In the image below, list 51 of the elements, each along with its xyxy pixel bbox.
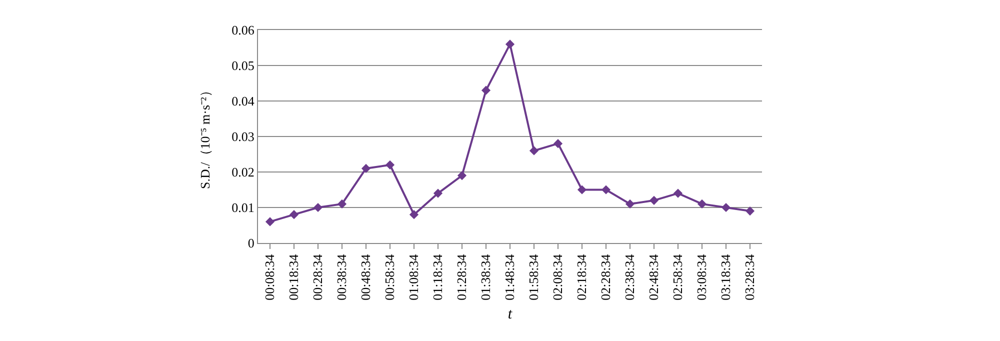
point — [745, 206, 755, 216]
point — [697, 199, 707, 208]
x-tick-label: 02:38:34 — [622, 254, 638, 300]
y-tick-label: 0.05 — [232, 58, 254, 74]
point — [673, 188, 683, 198]
x-tick-label: 01:38:34 — [478, 254, 494, 300]
x-tick-label: 01:28:34 — [454, 254, 470, 300]
x-tick-label: 01:18:34 — [430, 254, 446, 300]
x-tick-label: 02:08:34 — [550, 254, 566, 300]
y-tick-label: 0.03 — [232, 129, 254, 144]
y-tick-label: 0.01 — [232, 200, 254, 216]
point — [433, 188, 443, 198]
y-tick-label: 0.02 — [232, 164, 254, 180]
x-tick-label: 02:58:34 — [670, 254, 686, 300]
point — [625, 199, 635, 208]
point — [361, 164, 371, 173]
x-tick-label: 03:28:34 — [742, 254, 758, 300]
x-axis-title: t — [508, 306, 513, 322]
point — [529, 146, 539, 156]
y-axis-title: S.D./（10⁻⁵ m·s⁻²） — [198, 84, 213, 189]
x-tick-label: 00:48:34 — [358, 254, 374, 300]
y-tick-label: 0.06 — [232, 22, 255, 38]
x-tick-label: 02:48:34 — [646, 254, 662, 300]
point — [337, 199, 347, 208]
x-tick-label: 03:18:34 — [718, 254, 734, 300]
point — [649, 196, 659, 205]
point — [385, 160, 395, 170]
point — [457, 171, 467, 180]
x-tick-label: 01:58:34 — [526, 254, 542, 300]
point — [721, 202, 731, 212]
x-tick-label: 00:28:34 — [310, 254, 326, 300]
point — [601, 185, 611, 194]
x-tick-label: 02:18:34 — [574, 254, 590, 300]
point — [553, 139, 563, 148]
point — [577, 185, 587, 194]
x-tick-label: 01:48:34 — [502, 254, 518, 300]
x-tick-label: 00:18:34 — [286, 254, 302, 300]
point — [505, 40, 515, 49]
x-tick-label: 00:08:34 — [262, 254, 278, 300]
y-tick-label: 0 — [248, 236, 254, 251]
x-tick-label: 01:08:34 — [406, 254, 422, 300]
point — [289, 210, 299, 220]
x-tick-label: 02:28:34 — [598, 254, 614, 300]
y-tick-label: 0.04 — [232, 94, 255, 109]
x-tick-label: 03:08:34 — [694, 254, 710, 300]
x-tick-label: 00:38:34 — [334, 254, 350, 300]
point — [265, 217, 275, 226]
point — [481, 86, 491, 95]
point — [409, 210, 419, 220]
point — [313, 202, 323, 212]
x-tick-label: 00:58:34 — [382, 254, 398, 300]
